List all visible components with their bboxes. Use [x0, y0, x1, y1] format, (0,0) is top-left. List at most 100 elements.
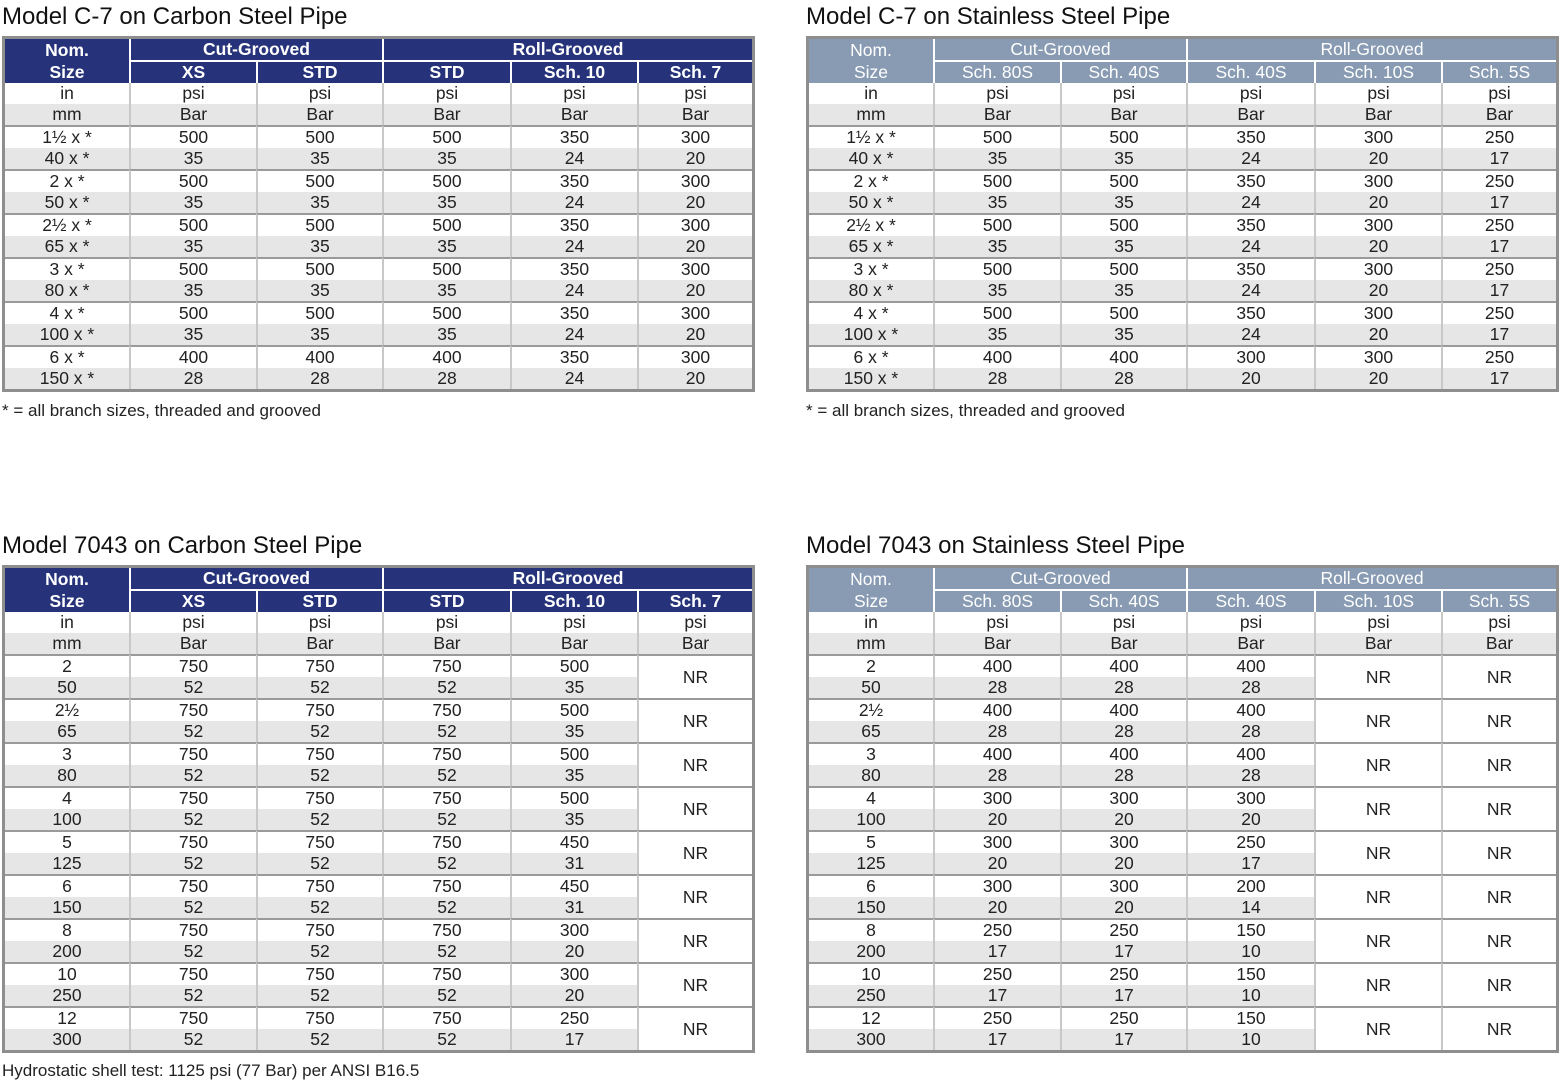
- table-row: 100 20 20 20: [809, 809, 1556, 830]
- size-in-cell: 6 x *: [5, 345, 129, 368]
- value-bar-cell: 17: [1186, 853, 1314, 874]
- size-in-cell: 2½ x *: [809, 213, 933, 236]
- group-header-roll-grooved: Roll-Grooved: [1186, 568, 1557, 591]
- group-header-roll-grooved: Roll-Grooved: [1186, 39, 1557, 62]
- not-rated-cell: NR: [1441, 654, 1557, 698]
- value-psi-cell: 500: [1060, 257, 1186, 280]
- not-rated-cell: NR: [1314, 786, 1441, 830]
- value-bar-cell: 52: [382, 941, 511, 962]
- value-bar-cell: 35: [510, 677, 638, 698]
- value-bar-cell: 35: [933, 148, 1060, 169]
- size-in-cell: 6 x *: [809, 345, 933, 368]
- units-row: in psi psi psi psi psi: [5, 612, 753, 633]
- value-psi-cell: 750: [129, 786, 256, 809]
- value-psi-cell: 300: [1060, 874, 1186, 897]
- size-mm-cell: 65: [809, 721, 933, 742]
- value-psi-cell: 500: [1060, 213, 1186, 236]
- nom-size-header: Size: [5, 62, 129, 83]
- value-bar-cell: 28: [1060, 368, 1186, 389]
- table-row: 300 17 17 10: [809, 1029, 1556, 1050]
- table-row: 2 x * 500 500 350 300 250: [809, 169, 1557, 192]
- value-bar-cell: 24: [510, 192, 638, 213]
- unit-cell: Bar: [1314, 104, 1441, 125]
- value-bar-cell: 24: [510, 148, 638, 169]
- size-in-cell: 3 x *: [5, 257, 129, 280]
- value-bar-cell: 35: [129, 192, 256, 213]
- unit-cell: Bar: [1060, 104, 1186, 125]
- value-bar-cell: 20: [1314, 368, 1441, 389]
- table-row: 5 750 750 750 450 NR: [5, 830, 753, 874]
- column-header: Sch. 5S: [1441, 591, 1557, 612]
- value-psi-cell: 500: [933, 213, 1060, 236]
- value-bar-cell: 20: [637, 192, 753, 213]
- not-rated-cell: NR: [1441, 698, 1557, 742]
- size-mm-cell: 125: [5, 853, 129, 874]
- value-psi-cell: 150: [1186, 918, 1314, 941]
- value-bar-cell: 28: [933, 677, 1060, 698]
- value-bar-cell: 52: [382, 853, 511, 874]
- value-psi-cell: 750: [382, 830, 511, 853]
- unit-cell: psi: [382, 83, 511, 104]
- value-psi-cell: 250: [1441, 257, 1557, 280]
- value-bar-cell: 28: [933, 765, 1060, 786]
- value-psi-cell: 300: [1060, 786, 1186, 809]
- units-row: in psi psi psi psi psi: [809, 83, 1557, 104]
- table-row: 8 250 250 150 NR NR: [809, 918, 1557, 962]
- unit-cell: mm: [809, 633, 933, 654]
- not-rated-cell: NR: [637, 742, 753, 786]
- column-header: Sch. 7: [637, 62, 753, 83]
- size-in-cell: 2: [809, 654, 933, 677]
- panel-c7-carbon: Model C-7 on Carbon Steel Pipe Nom. Cut-G…: [2, 2, 756, 422]
- value-psi-cell: 400: [933, 654, 1060, 677]
- value-psi-cell: 750: [129, 962, 256, 985]
- table-row: 2 750 750 750 500 NR: [5, 654, 753, 698]
- value-psi-cell: 250: [1060, 1006, 1186, 1029]
- value-bar-cell: 24: [510, 280, 638, 301]
- nom-size-header: Nom.: [5, 568, 129, 591]
- not-rated-cell: NR: [1314, 962, 1441, 1006]
- size-mm-cell: 100 x *: [809, 324, 933, 345]
- unit-cell: psi: [1186, 83, 1314, 104]
- value-psi-cell: 400: [933, 345, 1060, 368]
- value-bar-cell: 35: [256, 280, 383, 301]
- size-mm-cell: 80: [809, 765, 933, 786]
- group-header-cut-grooved: Cut-Grooved: [933, 39, 1186, 62]
- value-bar-cell: 20: [637, 236, 753, 257]
- table-row: 125 52 52 52 31: [5, 853, 752, 874]
- unit-cell: psi: [933, 83, 1060, 104]
- column-header: Sch. 10S: [1314, 62, 1441, 83]
- value-psi-cell: 300: [933, 874, 1060, 897]
- header-row: Size Sch. 80S Sch. 40S Sch. 40S Sch. 10S Sch.…: [809, 591, 1557, 612]
- value-psi-cell: 300: [637, 213, 753, 236]
- unit-cell: psi: [1314, 612, 1441, 633]
- column-header: Sch. 40S: [1186, 591, 1314, 612]
- table-row: 4 750 750 750 500 NR: [5, 786, 753, 830]
- unit-cell: psi: [1060, 612, 1186, 633]
- value-psi-cell: 300: [1186, 786, 1314, 809]
- value-psi-cell: 400: [1186, 742, 1314, 765]
- value-bar-cell: 52: [129, 941, 256, 962]
- value-bar-cell: 24: [510, 368, 638, 389]
- value-psi-cell: 750: [256, 654, 383, 677]
- size-mm-cell: 150: [809, 897, 933, 918]
- table-row: 250 17 17 10: [809, 985, 1556, 1006]
- value-bar-cell: 10: [1186, 941, 1314, 962]
- table-row: 2½ x * 500 500 500 350 300: [5, 213, 753, 236]
- panel-title: Model C-7 on Carbon Steel Pipe: [2, 3, 348, 30]
- value-bar-cell: 20: [933, 853, 1060, 874]
- value-bar-cell: 35: [129, 280, 256, 301]
- value-psi-cell: 500: [256, 125, 383, 148]
- value-psi-cell: 500: [510, 786, 638, 809]
- column-header: Sch. 5S: [1441, 62, 1557, 83]
- value-bar-cell: 20: [510, 985, 638, 1006]
- size-mm-cell: 200: [809, 941, 933, 962]
- value-bar-cell: 35: [1060, 236, 1186, 257]
- value-bar-cell: 52: [256, 1029, 383, 1050]
- value-psi-cell: 300: [933, 786, 1060, 809]
- value-psi-cell: 400: [1060, 742, 1186, 765]
- table-row: 6 x * 400 400 400 350 300: [5, 345, 753, 368]
- value-psi-cell: 500: [382, 301, 511, 324]
- size-mm-cell: 150: [5, 897, 129, 918]
- unit-cell: Bar: [256, 633, 383, 654]
- value-bar-cell: 52: [382, 985, 511, 1006]
